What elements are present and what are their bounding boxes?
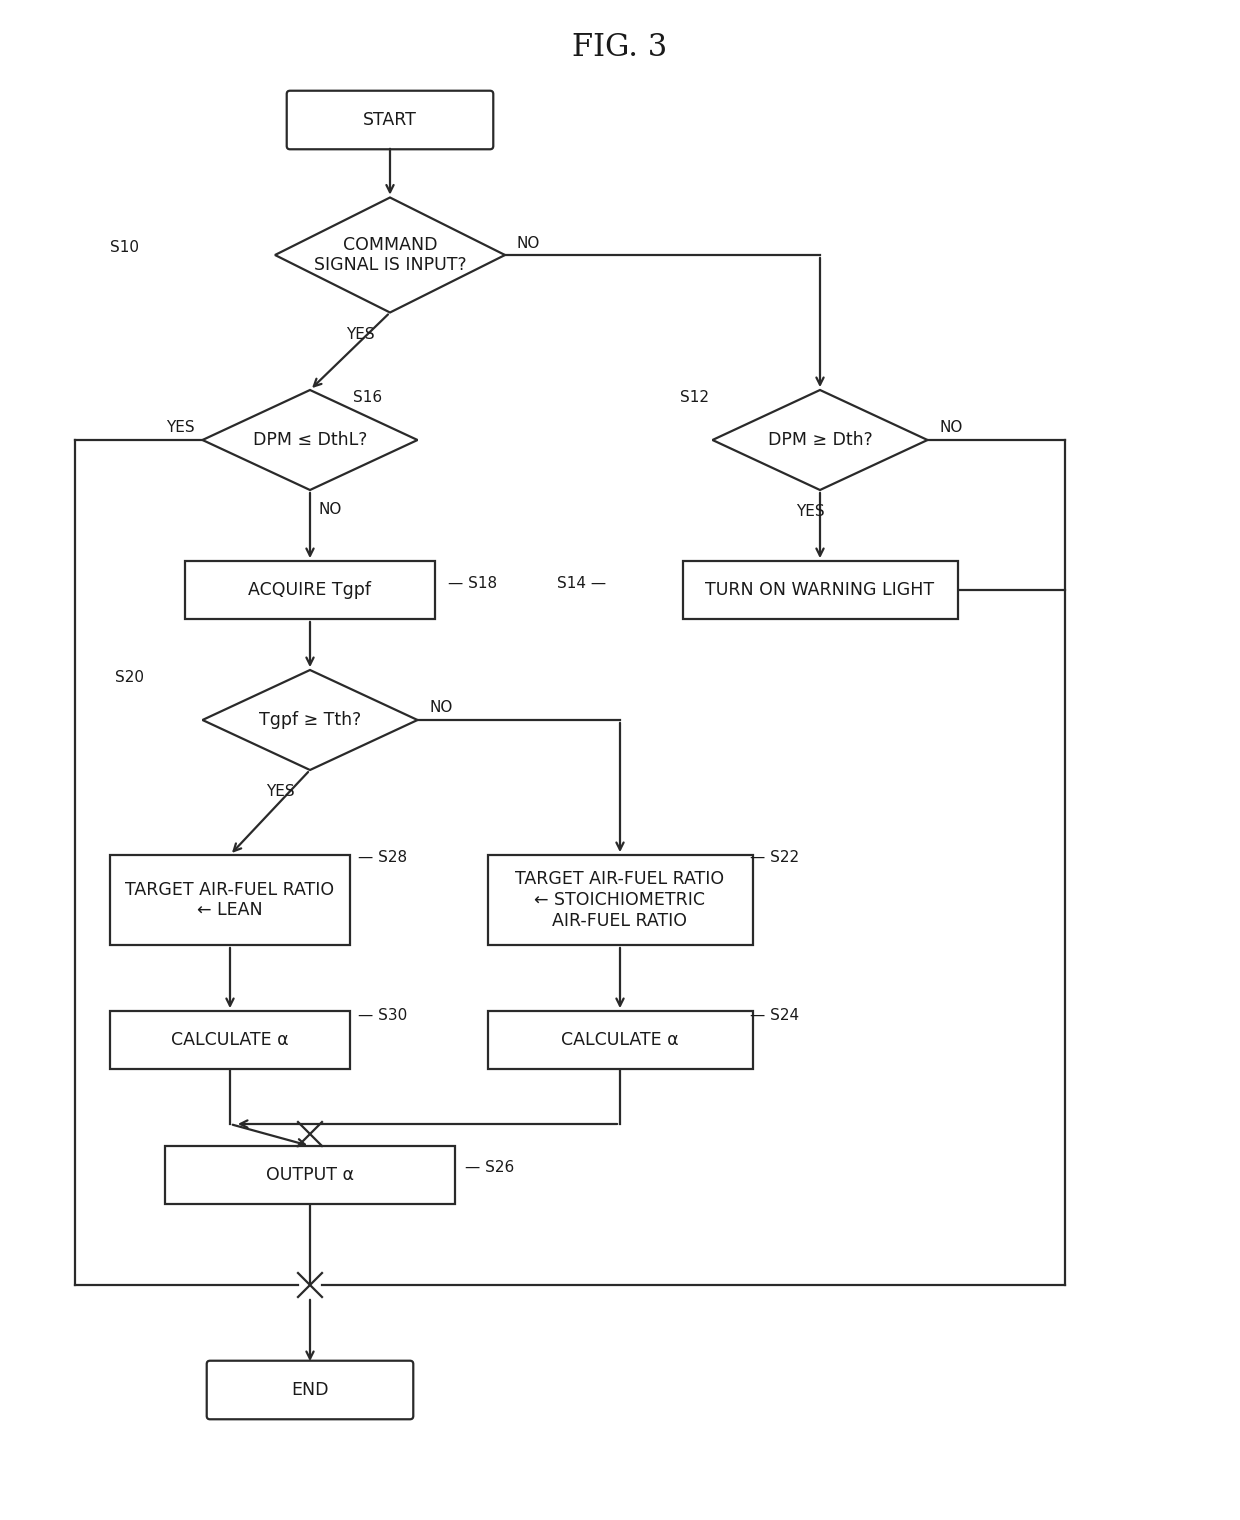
FancyBboxPatch shape xyxy=(207,1360,413,1420)
Text: S10: S10 xyxy=(110,240,139,255)
Text: S16: S16 xyxy=(353,391,382,406)
Text: DPM ≥ Dth?: DPM ≥ Dth? xyxy=(768,432,873,448)
Text: S12: S12 xyxy=(680,391,709,406)
Bar xyxy=(487,1011,753,1069)
Text: YES: YES xyxy=(166,421,195,436)
Text: DPM ≤ DthL?: DPM ≤ DthL? xyxy=(253,432,367,448)
Text: YES: YES xyxy=(346,327,374,342)
Text: YES: YES xyxy=(796,505,825,520)
Polygon shape xyxy=(202,391,418,489)
Polygon shape xyxy=(713,391,928,489)
Text: Tgpf ≥ Tth?: Tgpf ≥ Tth? xyxy=(259,711,361,730)
Text: ACQUIRE Tgpf: ACQUIRE Tgpf xyxy=(248,581,372,599)
Text: NO: NO xyxy=(517,236,541,251)
Text: — S26: — S26 xyxy=(465,1160,515,1175)
Text: — S18: — S18 xyxy=(448,576,497,590)
Bar xyxy=(185,561,435,619)
Text: END: END xyxy=(291,1382,329,1398)
Text: — S28: — S28 xyxy=(358,851,407,865)
Text: COMMAND
SIGNAL IS INPUT?: COMMAND SIGNAL IS INPUT? xyxy=(314,236,466,275)
Text: NO: NO xyxy=(940,421,963,436)
Bar xyxy=(487,854,753,945)
Text: — S30: — S30 xyxy=(358,1008,407,1023)
Bar xyxy=(110,854,350,945)
Text: NO: NO xyxy=(317,503,341,517)
Text: FIG. 3: FIG. 3 xyxy=(573,32,667,64)
Text: CALCULATE α: CALCULATE α xyxy=(171,1031,289,1049)
Text: YES: YES xyxy=(265,784,294,800)
Bar xyxy=(165,1146,455,1204)
Text: START: START xyxy=(363,111,417,129)
Text: TARGET AIR-FUEL RATIO
← LEAN: TARGET AIR-FUEL RATIO ← LEAN xyxy=(125,880,335,920)
Text: TURN ON WARNING LIGHT: TURN ON WARNING LIGHT xyxy=(706,581,935,599)
FancyBboxPatch shape xyxy=(286,91,494,149)
Text: TARGET AIR-FUEL RATIO
← STOICHIOMETRIC
AIR-FUEL RATIO: TARGET AIR-FUEL RATIO ← STOICHIOMETRIC A… xyxy=(516,869,724,930)
Polygon shape xyxy=(275,198,505,313)
Bar xyxy=(682,561,957,619)
Text: NO: NO xyxy=(429,701,453,716)
Text: — S24: — S24 xyxy=(750,1008,799,1023)
Text: CALCULATE α: CALCULATE α xyxy=(562,1031,678,1049)
Text: S14 —: S14 — xyxy=(557,576,606,590)
Text: — S22: — S22 xyxy=(750,851,799,865)
Bar xyxy=(110,1011,350,1069)
Text: S20: S20 xyxy=(115,670,144,686)
Polygon shape xyxy=(202,670,418,771)
Text: OUTPUT α: OUTPUT α xyxy=(267,1166,353,1184)
